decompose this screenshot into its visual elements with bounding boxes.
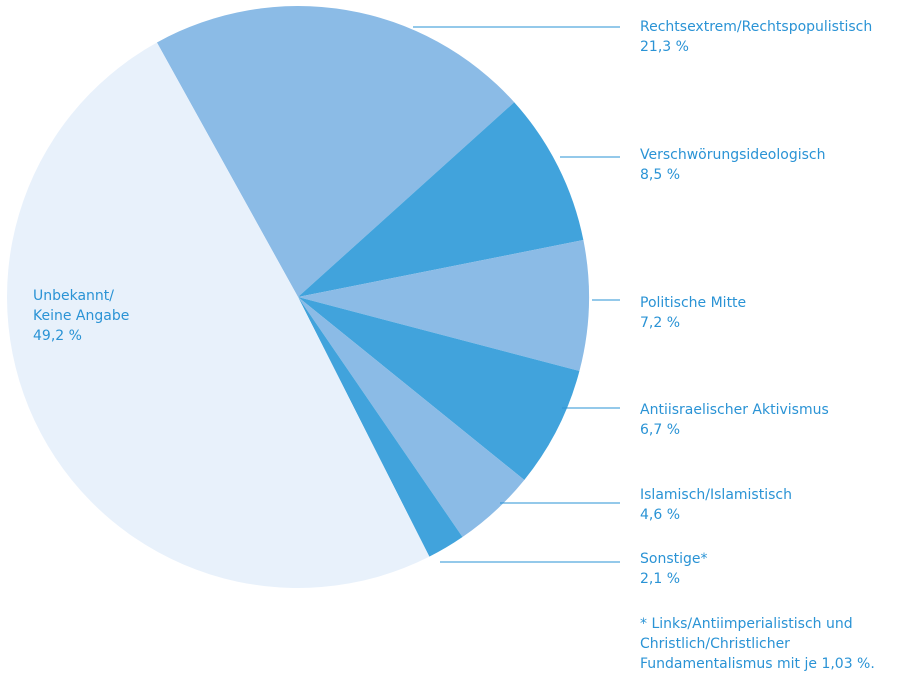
slice-label: Antiisraelischer Aktivismus	[640, 402, 829, 418]
slice-label: Unbekannt/ Keine Angabe	[33, 288, 130, 324]
pie-slice	[298, 240, 589, 372]
value-label: 6,7 %	[640, 422, 681, 438]
pie-slice	[6, 42, 430, 589]
footnote: * Links/Antiimperialistisch und Christli…	[640, 616, 875, 672]
pie-slice	[298, 297, 525, 538]
value-label: 8,5 %	[640, 167, 681, 183]
value-label: 7,2 %	[640, 315, 681, 331]
slice-label: Politische Mitte	[640, 295, 747, 311]
pie-slice	[298, 102, 584, 298]
slice-label: Islamisch/Islamistisch	[640, 487, 792, 503]
slice-label: Rechtsextrem/Rechtspopulistisch	[640, 19, 873, 35]
value-label: 2,1 %	[640, 571, 681, 587]
slice-label: Verschwörungsideologisch	[640, 147, 826, 163]
value-label: 4,6 %	[640, 507, 681, 523]
slice-label: Sonstige*	[640, 551, 708, 567]
value-label: 49,2 %	[33, 328, 82, 344]
pie-slice	[156, 5, 515, 298]
pie-slice	[298, 297, 463, 557]
pie-slice	[298, 297, 580, 480]
value-label: 21,3 %	[640, 39, 689, 55]
